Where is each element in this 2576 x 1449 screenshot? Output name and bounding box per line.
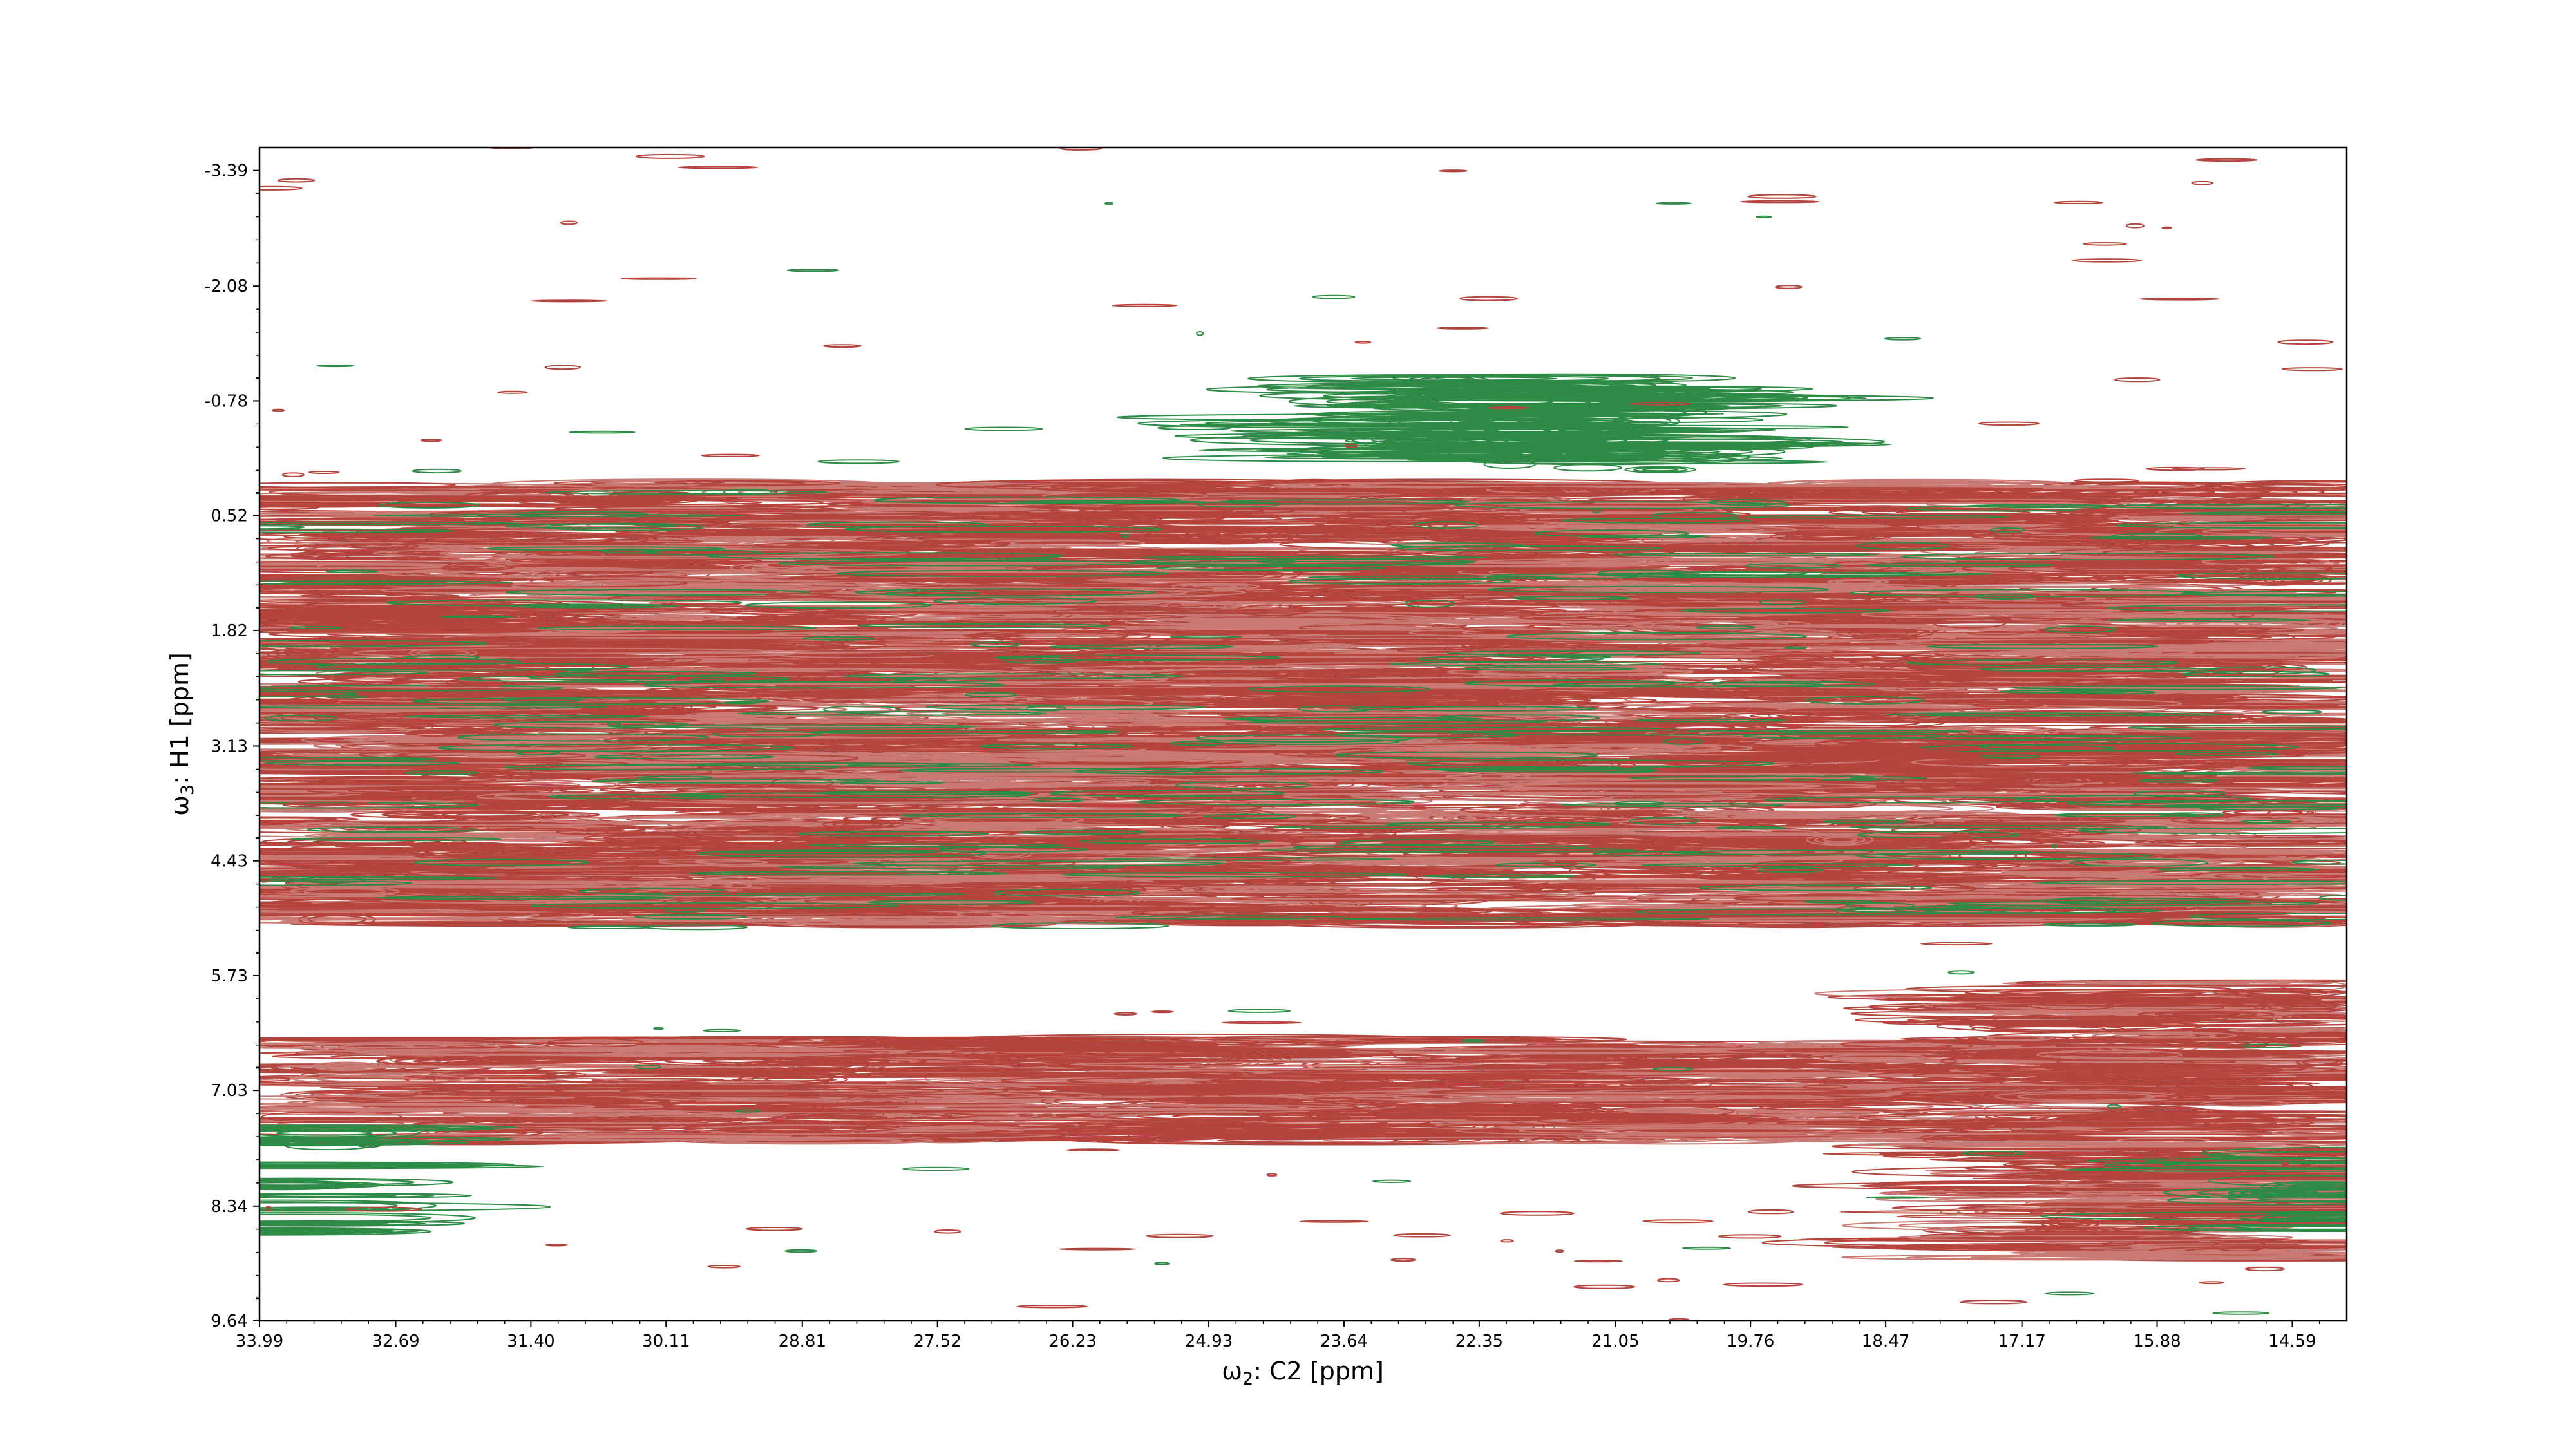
positive-contour <box>2146 759 2347 765</box>
positive-contour <box>889 507 991 511</box>
positive-contour <box>2242 708 2347 714</box>
positive-contour <box>950 578 1062 581</box>
positive-contour <box>1921 574 2146 579</box>
positive-contour <box>1709 609 1862 612</box>
contour-layer <box>260 147 2347 1321</box>
positive-contour <box>1527 857 1795 860</box>
positive-contour <box>1842 606 1941 609</box>
positive-contour <box>1242 769 1331 772</box>
positive-contour <box>2213 708 2347 715</box>
positive-contour <box>1819 625 1907 627</box>
positive-contour <box>685 712 768 719</box>
positive-contour <box>1259 630 1481 634</box>
positive-contour <box>565 564 668 567</box>
positive-contour <box>695 713 759 718</box>
positive-contour <box>1159 603 1242 609</box>
positive-contour <box>260 502 361 506</box>
positive-contour <box>260 502 390 507</box>
positive-contour <box>685 621 755 625</box>
positive-contour <box>705 714 748 717</box>
positive-contour <box>2281 570 2347 573</box>
positive-contour <box>1138 528 1323 531</box>
positive-contour <box>2195 840 2320 844</box>
positive-contour <box>676 842 719 845</box>
positive-contour <box>1569 814 1817 826</box>
